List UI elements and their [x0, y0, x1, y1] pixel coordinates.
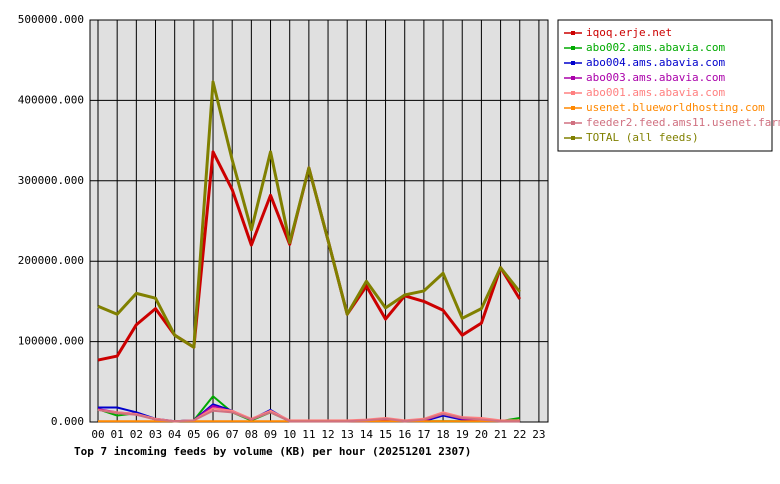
chart-title: Top 7 incoming feeds by volume (KB) per … [74, 445, 471, 458]
legend-dot [571, 31, 575, 35]
x-tick-label: 00 [91, 428, 104, 441]
legend [557, 19, 773, 152]
legend-dot [571, 121, 575, 125]
x-tick-label: 18 [436, 428, 449, 441]
x-tick-label: 02 [130, 428, 143, 441]
legend-label: iqoq.erje.net [586, 26, 672, 39]
legend-dot [571, 136, 575, 140]
legend-label: TOTAL (all feeds) [586, 131, 699, 144]
x-tick-label: 16 [398, 428, 411, 441]
legend-dot [571, 46, 575, 50]
x-tick-label: 23 [532, 428, 545, 441]
x-tick-label: 07 [226, 428, 239, 441]
x-tick-label: 17 [417, 428, 430, 441]
y-tick-label: 400000.000 [18, 93, 84, 106]
series-line [97, 408, 520, 423]
legend-label: abo004.ams.abavia.com [586, 56, 725, 69]
y-tick-label: 200000.000 [18, 254, 84, 267]
legend-dot [571, 76, 575, 80]
x-tick-label: 12 [321, 428, 334, 441]
legend-label: abo003.ams.abavia.com [586, 71, 725, 84]
x-tick-label: 11 [302, 428, 315, 441]
x-tick-label: 20 [475, 428, 488, 441]
y-tick-label: 500000.000 [18, 13, 84, 26]
x-tick-label: 01 [111, 428, 124, 441]
x-tick-label: 21 [494, 428, 507, 441]
x-tick-label: 22 [513, 428, 526, 441]
x-tick-label: 03 [149, 428, 162, 441]
series-line [97, 80, 521, 349]
x-tick-label: 19 [456, 428, 469, 441]
legend-label: abo001.ams.abavia.com [586, 86, 725, 99]
x-tick-label: 08 [245, 428, 258, 441]
legend-dot [571, 106, 575, 110]
x-tick-label: 15 [379, 428, 392, 441]
x-tick-label: 06 [206, 428, 219, 441]
x-tick-label: 13 [341, 428, 354, 441]
legend-label: abo002.ams.abavia.com [586, 41, 725, 54]
x-tick-label: 05 [187, 428, 200, 441]
x-tick-label: 09 [264, 428, 277, 441]
x-tick-label: 10 [283, 428, 296, 441]
y-tick-label: 100000.000 [18, 335, 84, 348]
x-tick-label: 14 [360, 428, 374, 441]
x-tick-label: 04 [168, 428, 182, 441]
legend-label: usenet.blueworldhosting.com [586, 101, 765, 114]
y-tick-label: 300000.000 [18, 174, 84, 187]
legend-dot [571, 91, 575, 95]
y-tick-label: 0.000 [51, 415, 84, 428]
legend-label: feeder2.feed.ams11.usenet.farm [586, 116, 780, 129]
legend-dot [571, 61, 575, 65]
plot-area [89, 19, 549, 423]
